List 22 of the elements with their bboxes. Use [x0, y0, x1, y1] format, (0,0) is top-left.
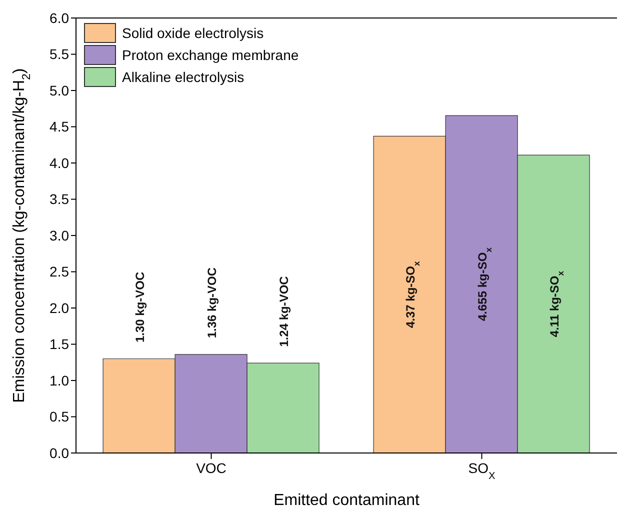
y-tick-label: 4.5: [50, 118, 70, 135]
x-tick-label: SO$_{X}$: [468, 460, 496, 482]
legend-label: Alkaline electrolysis: [122, 69, 244, 85]
y-tick-label: 0.0: [50, 444, 70, 461]
y-tick-label: 6.0: [50, 10, 70, 26]
y-tick-label: 3.0: [50, 227, 70, 244]
x-axis-title: Emitted contaminant: [274, 492, 420, 509]
y-tick-label: 2.0: [50, 300, 70, 316]
y-tick-label: 1.5: [50, 336, 70, 352]
data-label: 1.30 kg-VOC: [133, 271, 148, 342]
y-tick-label: 0.5: [50, 408, 70, 425]
x-tick-label: VOC: [196, 460, 226, 476]
y-tick-label: 1.0: [50, 372, 70, 388]
y-tick-label: 5.5: [50, 46, 70, 62]
y-tick-label: 5.0: [50, 82, 70, 98]
legend-label: Solid oxide electrolysis: [122, 25, 264, 41]
y-tick-label: 3.5: [50, 191, 70, 208]
y-tick-label: 2.5: [50, 264, 70, 280]
data-label: 1.24 kg-VOC: [277, 276, 292, 347]
legend-label: Proton exchange membrane: [122, 47, 299, 63]
data-label: 1.36 kg-VOC: [205, 267, 220, 338]
y-tick-label: 4.0: [50, 154, 70, 171]
